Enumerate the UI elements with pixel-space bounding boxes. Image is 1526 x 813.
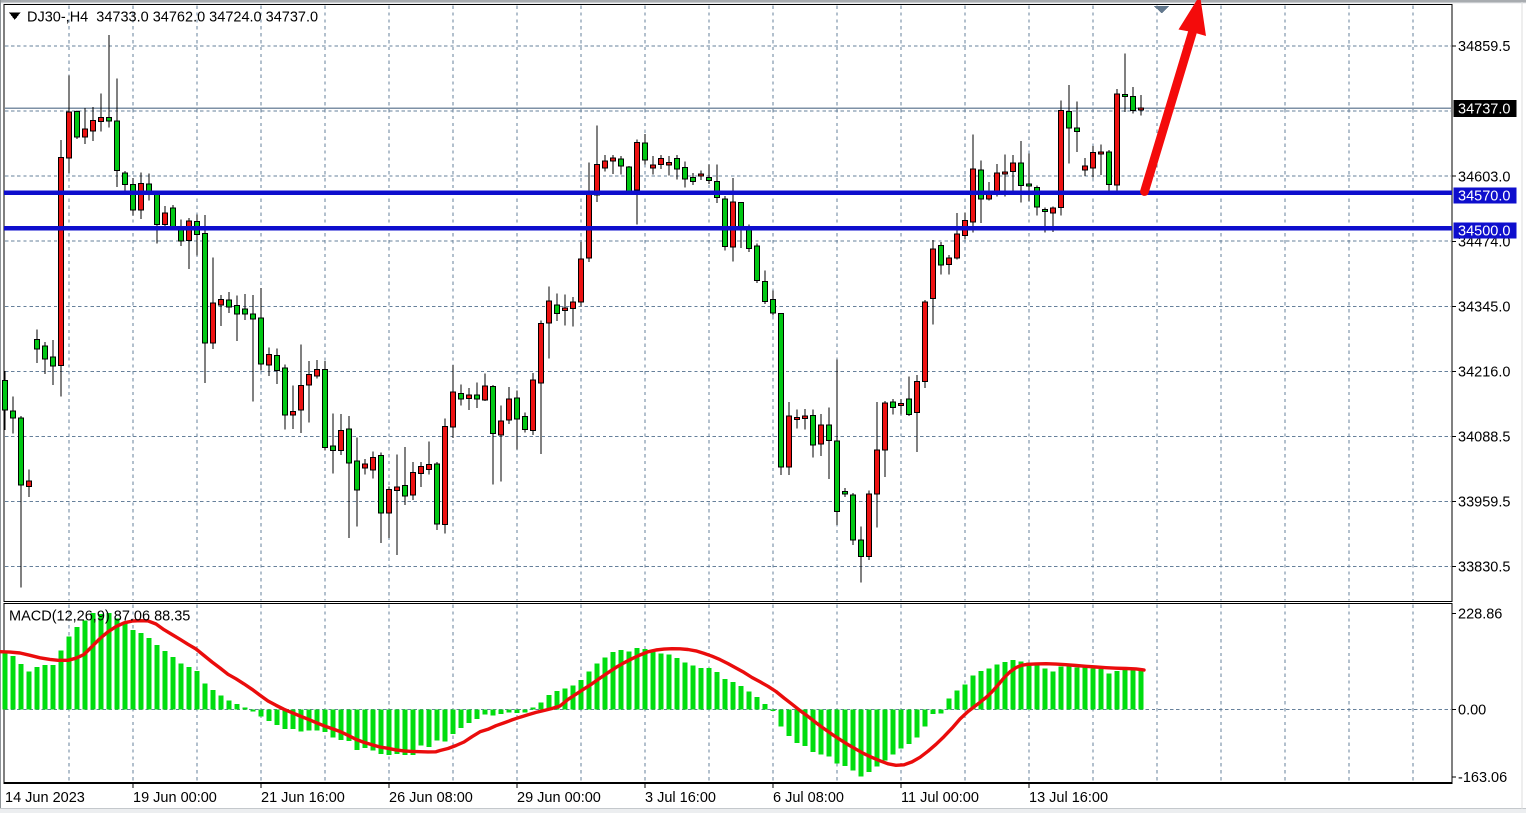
svg-text:228.86: 228.86 xyxy=(1458,607,1502,623)
svg-text:6 Jul 08:00: 6 Jul 08:00 xyxy=(773,790,844,806)
svg-text:3 Jul 16:00: 3 Jul 16:00 xyxy=(645,790,716,806)
svg-text:33830.5: 33830.5 xyxy=(1458,560,1510,576)
svg-text:33959.5: 33959.5 xyxy=(1458,495,1510,511)
svg-text:34088.5: 34088.5 xyxy=(1458,430,1510,446)
svg-text:-163.06: -163.06 xyxy=(1458,770,1507,786)
svg-text:34216.0: 34216.0 xyxy=(1458,365,1510,381)
svg-text:19 Jun 00:00: 19 Jun 00:00 xyxy=(133,790,217,806)
svg-text:34570.0: 34570.0 xyxy=(1458,189,1510,205)
svg-text:34603.0: 34603.0 xyxy=(1458,169,1510,185)
svg-text:DJ30-,H4 34733.0 34762.0 3472: DJ30-,H4 34733.0 34762.0 34724.0 34737.0 xyxy=(27,10,318,26)
svg-text:34500.0: 34500.0 xyxy=(1458,224,1510,240)
svg-text:14 Jun 2023: 14 Jun 2023 xyxy=(5,790,85,806)
svg-text:11 Jul 00:00: 11 Jul 00:00 xyxy=(901,790,979,806)
svg-text:0.00: 0.00 xyxy=(1458,703,1486,719)
svg-text:34737.0: 34737.0 xyxy=(1458,102,1510,118)
svg-text:26 Jun 08:00: 26 Jun 08:00 xyxy=(389,790,473,806)
svg-text:29 Jun 00:00: 29 Jun 00:00 xyxy=(517,790,601,806)
svg-text:MACD(12,26,9) 87.06 88.35: MACD(12,26,9) 87.06 88.35 xyxy=(9,609,190,625)
svg-text:13 Jul 16:00: 13 Jul 16:00 xyxy=(1029,790,1108,806)
svg-text:34345.0: 34345.0 xyxy=(1458,300,1510,316)
svg-text:21 Jun 16:00: 21 Jun 16:00 xyxy=(261,790,345,806)
svg-text:34859.5: 34859.5 xyxy=(1458,39,1510,55)
